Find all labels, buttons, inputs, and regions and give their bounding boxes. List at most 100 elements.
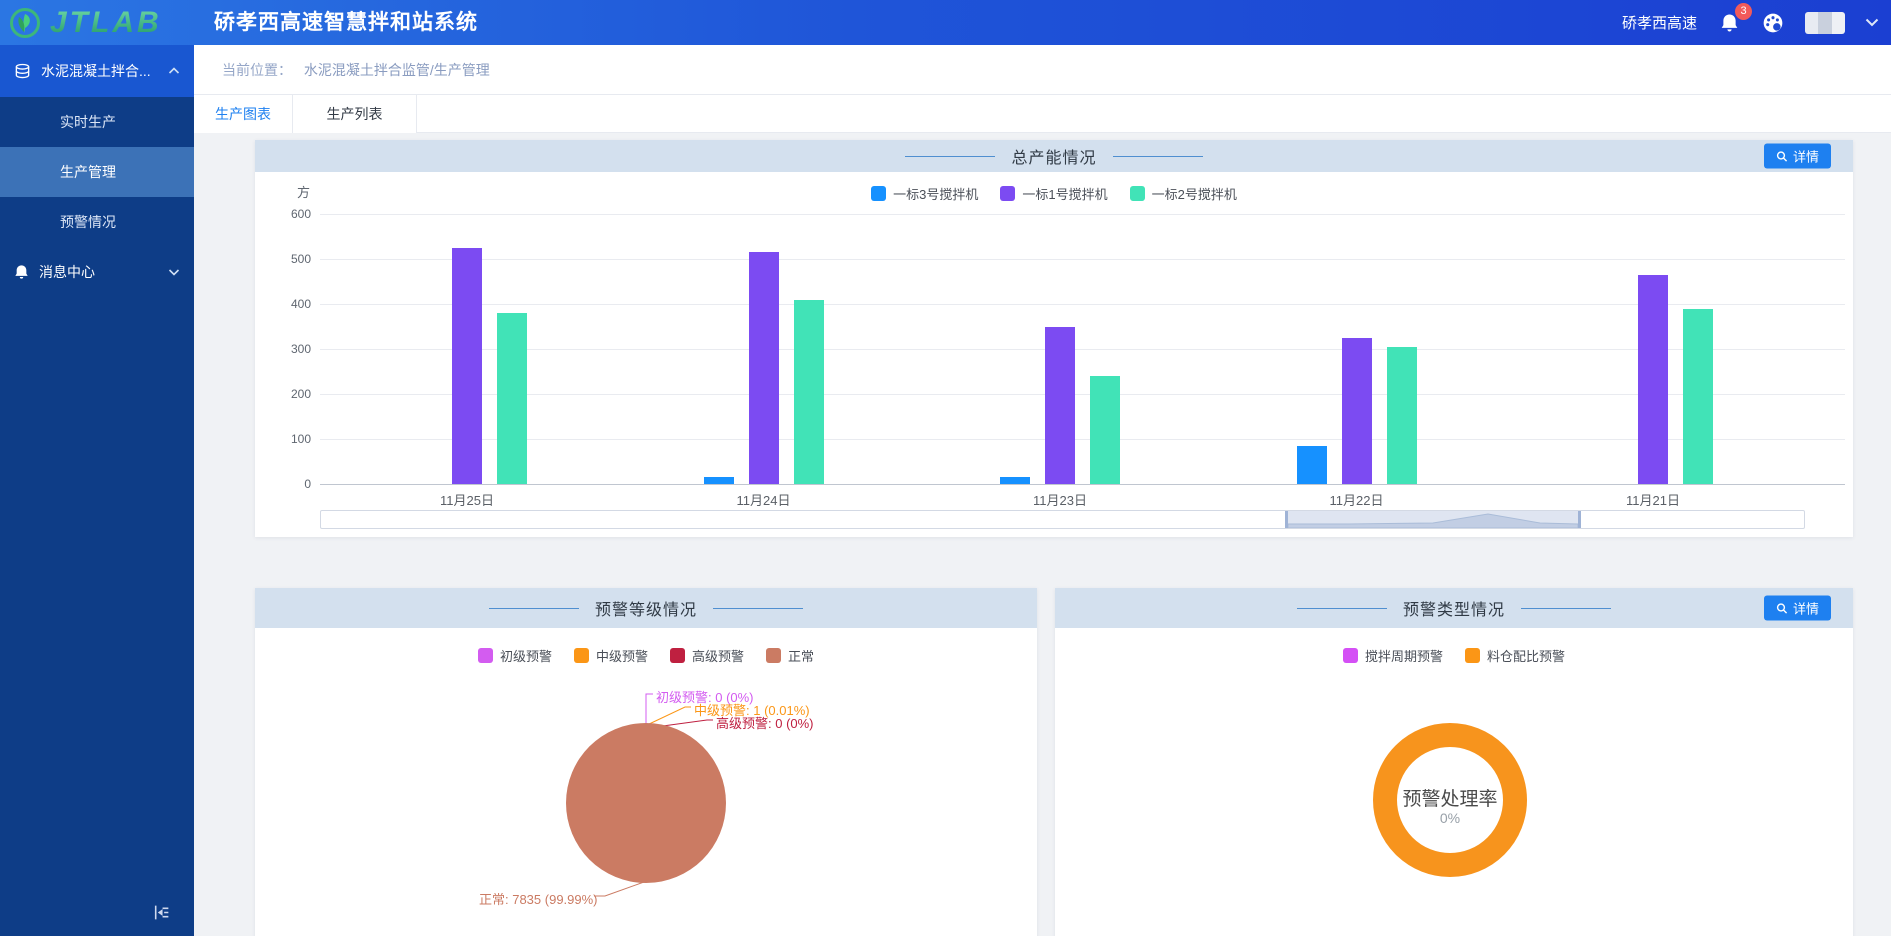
legend-item[interactable]: 一标2号搅拌机 — [1129, 184, 1237, 203]
chevron-down-icon — [168, 269, 180, 276]
y-axis-tick-label: 100 — [290, 432, 311, 446]
legend-swatch — [1129, 186, 1145, 201]
collapse-sidebar-icon — [154, 905, 168, 919]
notification-badge: 3 — [1735, 2, 1752, 20]
capacity-detail-button[interactable]: 详情 — [1763, 143, 1831, 169]
legend-label: 料仓配比预警 — [1487, 649, 1566, 664]
bar-一标2号搅拌机 — [1386, 346, 1417, 484]
y-axis-tick-label: 600 — [290, 207, 311, 221]
legend-item[interactable]: 中级预警 — [573, 646, 648, 665]
bar-一标1号搅拌机 — [1638, 274, 1668, 484]
user-menu-chevron-down-icon[interactable] — [1865, 18, 1879, 27]
sidebar-group-label: 水泥混凝土拌合... — [41, 63, 151, 79]
bar-一标3号搅拌机 — [1000, 477, 1030, 484]
title-decor-line — [488, 607, 579, 609]
palette-icon — [1763, 13, 1783, 32]
breadcrumb-path: 水泥混凝土拌合监管/生产管理 — [303, 62, 490, 78]
user-avatar[interactable] — [1805, 11, 1845, 34]
legend-swatch — [477, 648, 493, 663]
warn-type-detail-button[interactable]: 详情 — [1763, 595, 1831, 621]
header-actions: 硚孝西高速 3 — [1622, 0, 1879, 45]
x-axis-label: 11月23日 — [1033, 493, 1087, 508]
panel-total-capacity: 总产能情况 详情 方 一标3号搅拌机 一标1号搅拌机 一标2号搅拌机 — [255, 140, 1853, 537]
title-decor-line — [1296, 607, 1387, 609]
bar-一标2号搅拌机 — [1090, 376, 1120, 484]
logo-leaf-icon — [10, 7, 40, 38]
legend-swatch — [1465, 648, 1480, 663]
legend-swatch — [766, 648, 782, 663]
legend-item[interactable]: 搅拌周期预警 — [1342, 646, 1443, 665]
legend-item[interactable]: 初级预警 — [477, 646, 552, 665]
datazoom-slider[interactable] — [320, 510, 1805, 529]
tab-0[interactable]: 生产图表 — [194, 95, 293, 133]
legend-swatch — [573, 648, 589, 663]
y-axis-tick-label: 200 — [290, 387, 311, 401]
legend-label: 搅拌周期预警 — [1364, 649, 1443, 664]
gridline — [320, 304, 1845, 305]
legend-label: 初级预警 — [499, 649, 552, 664]
app-logo: JTLAB — [8, 4, 162, 41]
app-header: JTLAB 硚孝西高速智慧拌和站系统 硚孝西高速 3 — [0, 0, 1891, 45]
bar-一标1号搅拌机 — [1341, 337, 1372, 484]
panel-title: 总产能情况 — [1011, 150, 1097, 167]
notifications-button[interactable]: 3 — [1717, 2, 1752, 35]
bell-icon — [1721, 14, 1737, 31]
legend-swatch — [871, 186, 887, 201]
gridline — [320, 394, 1845, 395]
legend-swatch — [670, 648, 685, 663]
legend-item[interactable]: 料仓配比预警 — [1465, 646, 1565, 665]
chart-legend: 初级预警 中级预警 高级预警 正常 — [255, 646, 1037, 665]
legend-swatch — [1342, 648, 1358, 663]
sidebar-item-message-center[interactable]: 消息中心 — [0, 247, 194, 297]
x-axis-label: 11月21日 — [1626, 493, 1680, 508]
theme-palette-button[interactable] — [1761, 11, 1785, 35]
chart-legend: 搅拌周期预警 料仓配比预警 — [1055, 646, 1853, 665]
gridline — [320, 259, 1845, 260]
tab-1[interactable]: 生产列表 — [293, 95, 417, 133]
pie-callout-label: 中级预警: 1 (0.01%) — [694, 703, 810, 718]
chart-legend: 一标3号搅拌机 一标1号搅拌机 一标2号搅拌机 — [255, 184, 1853, 203]
sidebar-item[interactable]: 预警情况 — [60, 214, 116, 230]
panel-warning-level: 预警等级情况 初级预警 中级预警 高级预警 正常 初级预警: 0 (0%) 中级预警: … — [255, 588, 1037, 936]
datazoom-data-shadow — [1287, 513, 1579, 529]
donut-center-value: 0% — [1439, 810, 1461, 826]
gridline — [320, 214, 1845, 215]
legend-item[interactable]: 正常 — [766, 646, 814, 665]
bar-一标2号搅拌机 — [793, 299, 824, 484]
bar-一标1号搅拌机 — [748, 252, 779, 484]
datazoom-selection-handle[interactable] — [1285, 511, 1581, 529]
legend-item[interactable]: 一标3号搅拌机 — [871, 184, 978, 203]
donut-center-label: 预警处理率 — [1402, 789, 1498, 810]
sidebar-item[interactable]: 生产管理 — [0, 147, 194, 197]
legend-label: 中级预警 — [595, 649, 648, 664]
x-axis-label: 11月25日 — [440, 493, 494, 508]
gridline — [320, 439, 1845, 440]
collapse-sidebar-button[interactable] — [150, 901, 172, 923]
legend-item[interactable]: 一标1号搅拌机 — [1000, 184, 1108, 203]
y-axis-unit: 方 — [297, 185, 311, 200]
title-decor-line — [1521, 607, 1611, 609]
panel-title-bar: 预警类型情况 详情 — [1055, 588, 1853, 628]
bar-chart: 方 一标3号搅拌机 一标1号搅拌机 一标2号搅拌机 0 100 200 300 400 500… — [255, 172, 1853, 537]
pie-slice-normal — [566, 723, 726, 883]
gridline — [320, 349, 1845, 350]
main-content: 当前位置： 水泥混凝土拌合监管/生产管理 生产图表 生产列表 总产能情况 详情 方 — [194, 45, 1891, 936]
legend-label: 一标2号搅拌机 — [1151, 187, 1237, 202]
org-name: 硚孝西高速 — [1621, 15, 1697, 32]
title-decor-line — [1112, 155, 1203, 157]
sidebar-item[interactable]: 实时生产 — [60, 114, 116, 130]
bar-一标3号搅拌机 — [703, 477, 734, 484]
y-axis-tick-label: 500 — [290, 252, 311, 266]
panel-warning-type: 预警类型情况 详情 搅拌周期预警 料仓配比预警 预警处理率 0% — [1055, 588, 1853, 936]
sidebar-message-center-label: 消息中心 — [39, 264, 95, 280]
y-axis-tick-label: 300 — [290, 342, 311, 356]
title-decor-line — [905, 155, 996, 157]
legend-label: 一标3号搅拌机 — [893, 187, 979, 202]
pie-chart: 初级预警 中级预警 高级预警 正常 初级预警: 0 (0%) 中级预警: 1 (0.01… — [255, 628, 1037, 936]
magnifier-icon — [1776, 602, 1788, 614]
legend-item[interactable]: 高级预警 — [670, 646, 744, 665]
panel-title: 预警等级情况 — [594, 602, 697, 619]
panel-title: 预警类型情况 — [1402, 602, 1505, 619]
sidebar-group-concrete-mixing[interactable]: 水泥混凝土拌合... — [0, 45, 194, 97]
